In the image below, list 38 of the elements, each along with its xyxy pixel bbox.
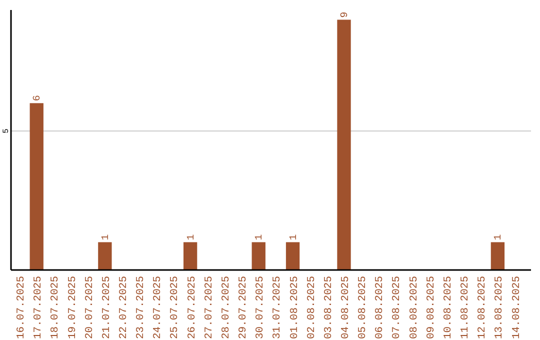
x-tick-label: 31.07.2025 xyxy=(272,276,284,340)
data-label: 1 xyxy=(288,234,300,240)
x-tick-label: 22.07.2025 xyxy=(118,276,130,340)
x-tick-label: 12.08.2025 xyxy=(476,276,489,340)
x-tick-label: 29.07.2025 xyxy=(238,276,250,340)
x-tick-label: 27.07.2025 xyxy=(203,276,216,340)
x-tick-label: 25.07.2025 xyxy=(169,276,182,340)
x-tick-label: 30.07.2025 xyxy=(254,276,267,340)
x-tick-label: 21.07.2025 xyxy=(100,276,113,340)
data-label: 1 xyxy=(494,234,505,240)
x-tick-label: 28.07.2025 xyxy=(220,276,232,340)
data-label: 1 xyxy=(100,234,112,240)
x-tick-label: 08.08.2025 xyxy=(408,276,420,340)
x-tick-label: 13.08.2025 xyxy=(494,276,506,340)
x-tick-label: 23.07.2025 xyxy=(135,276,148,340)
data-label: 1 xyxy=(186,234,198,240)
data-label: 6 xyxy=(32,95,44,102)
x-tick-label: 26.07.2025 xyxy=(186,276,198,340)
x-tick-label: 11.08.2025 xyxy=(460,276,472,340)
x-tick-label: 06.08.2025 xyxy=(374,276,386,340)
x-tick-label: 04.08.2025 xyxy=(340,276,352,340)
x-tick-label: 07.08.2025 xyxy=(391,276,404,340)
x-tick-label: 20.07.2025 xyxy=(84,276,96,340)
x-tick-label: 01.08.2025 xyxy=(288,276,301,340)
data-label: 1 xyxy=(254,234,266,240)
x-tick-label: 14.08.2025 xyxy=(510,276,523,340)
y-tick-label: 5 xyxy=(2,128,11,134)
data-label: 9 xyxy=(340,12,352,18)
x-tick-label: 10.08.2025 xyxy=(442,276,454,340)
x-tick-label: 03.08.2025 xyxy=(322,276,335,340)
x-tick-label: 16.07.2025 xyxy=(16,276,28,340)
x-tick-label: 17.07.2025 xyxy=(32,276,45,340)
x-tick-label: 19.07.2025 xyxy=(66,276,79,340)
x-tick-label: 09.08.2025 xyxy=(425,276,438,340)
x-tick-label: 02.08.2025 xyxy=(306,276,318,340)
x-tick-label: 05.08.2025 xyxy=(357,276,370,340)
x-tick-label: 18.07.2025 xyxy=(50,276,62,340)
x-tick-label: 24.07.2025 xyxy=(152,276,164,340)
